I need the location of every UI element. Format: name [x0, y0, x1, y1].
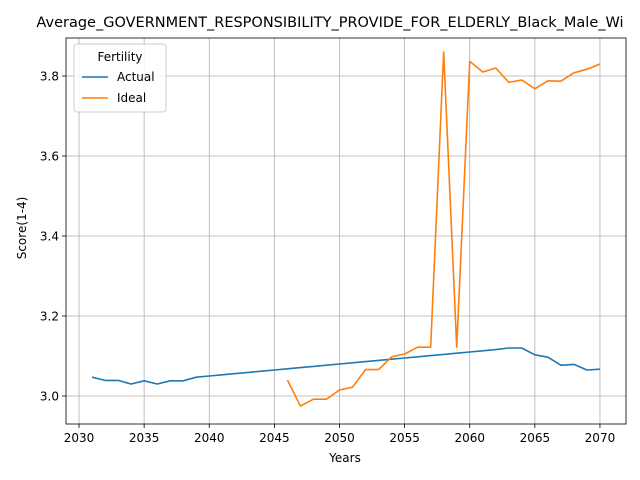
- grid: [66, 38, 626, 424]
- x-tick-label: 2065: [520, 431, 551, 445]
- y-axis-label: Score(1-4): [15, 197, 29, 260]
- series-layer: [91, 51, 601, 407]
- y-tick-label: 3.4: [40, 230, 59, 244]
- series-line-actual: [91, 347, 600, 385]
- x-tick-label: 2045: [259, 431, 290, 445]
- y-tick-label: 3.6: [40, 150, 59, 164]
- legend-title: Fertility: [97, 50, 142, 64]
- x-tick-label: 2070: [585, 431, 616, 445]
- x-tick-label: 2050: [324, 431, 355, 445]
- x-tick-label: 2030: [64, 431, 95, 445]
- x-tick-label: 2035: [129, 431, 160, 445]
- y-axis-ticks: 3.0 3.2 3.4 3.6 3.8: [40, 70, 66, 404]
- x-tick-label: 2055: [389, 431, 420, 445]
- plot-frame: [65, 37, 627, 425]
- legend: Fertility Actual Ideal: [73, 43, 167, 113]
- legend-box: [73, 43, 167, 113]
- legend-label-actual: Actual: [117, 70, 155, 84]
- x-axis-ticks: 2030 2035 2040 2045 2050 2055 2060 2065 2070: [64, 424, 615, 445]
- x-tick-label: 2040: [194, 431, 225, 445]
- x-axis-label: Years: [328, 451, 361, 465]
- chart-title: Average_GOVERNMENT_RESPONSIBILITY_PROVID…: [36, 15, 623, 31]
- legend-label-ideal: Ideal: [117, 91, 146, 105]
- series-line-ideal: [286, 51, 601, 407]
- y-tick-label: 3.8: [40, 70, 59, 84]
- y-tick-label: 3.0: [40, 390, 59, 404]
- y-tick-label: 3.2: [40, 310, 59, 324]
- x-tick-label: 2060: [454, 431, 485, 445]
